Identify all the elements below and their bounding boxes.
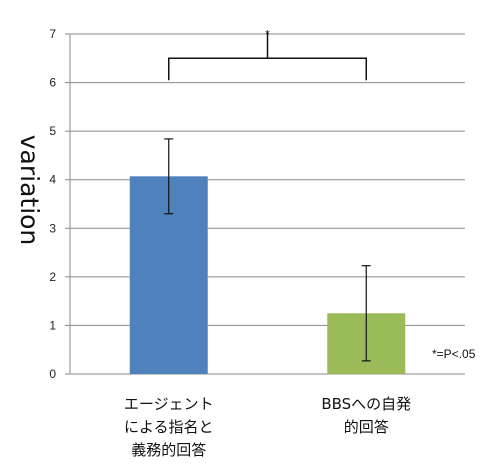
category-label: 的回答 bbox=[344, 418, 389, 436]
y-tick-label: 3 bbox=[49, 221, 56, 235]
category-label: エージェント bbox=[124, 395, 214, 413]
error-bars bbox=[164, 138, 371, 362]
significance-marker: * bbox=[265, 27, 270, 41]
y-axis-label: variation bbox=[15, 135, 44, 246]
y-tick-label: 0 bbox=[49, 367, 56, 381]
category-label: 義務的回答 bbox=[131, 441, 206, 459]
y-tick-label: 1 bbox=[49, 318, 56, 332]
significance-note: *=P<.05 bbox=[432, 347, 476, 361]
y-tick-labels: 0 1 2 3 4 5 6 7 bbox=[49, 27, 56, 381]
bars bbox=[129, 176, 406, 374]
bracket-line bbox=[168, 57, 367, 81]
y-tick-label: 5 bbox=[49, 124, 56, 138]
y-tick-label: 7 bbox=[49, 27, 56, 41]
y-tick-label: 2 bbox=[49, 270, 56, 284]
y-tick-label: 4 bbox=[49, 173, 56, 187]
y-tick-label: 6 bbox=[49, 76, 56, 90]
category-label: BBSへの自発 bbox=[321, 395, 411, 413]
significance-bracket: * bbox=[168, 27, 367, 81]
category-label: による指名と bbox=[124, 418, 214, 436]
